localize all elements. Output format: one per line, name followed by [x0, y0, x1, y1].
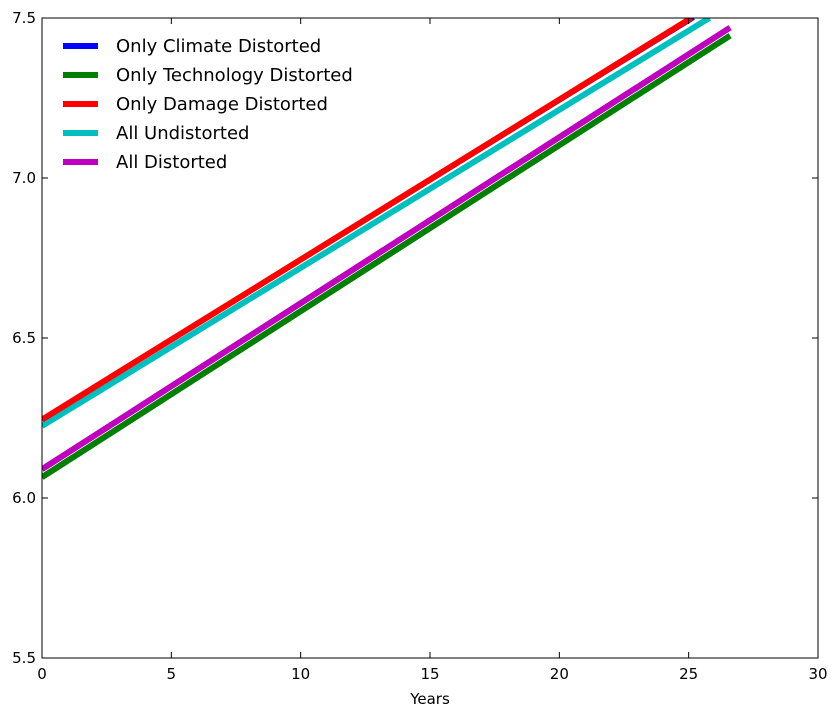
- legend-label-1: Only Technology Distorted: [116, 65, 353, 86]
- legend-label-0: Only Climate Distorted: [116, 36, 321, 57]
- y-tick-label-0: 5.5: [12, 649, 36, 667]
- y-tick-label-2: 6.5: [12, 329, 36, 347]
- y-tick-label-1: 6.0: [12, 489, 36, 507]
- series-layer: [42, 18, 732, 480]
- legend-label-3: All Undistorted: [116, 123, 249, 144]
- legend-label-2: Only Damage Distorted: [116, 94, 328, 115]
- x-tick-label-0: 0: [37, 665, 47, 683]
- series-line-3: [42, 18, 711, 429]
- x-axis-title: Years: [409, 690, 450, 708]
- x-tick-label-4: 20: [550, 665, 569, 683]
- x-tick-label-3: 15: [420, 665, 439, 683]
- legend-label-4: All Distorted: [116, 152, 227, 173]
- y-tick-label-4: 7.5: [12, 9, 36, 27]
- x-tick-label-5: 25: [679, 665, 698, 683]
- series-line-2: [42, 18, 693, 423]
- x-tick-label-6: 30: [808, 665, 827, 683]
- series-line-1: [42, 33, 732, 480]
- legend: Only Climate Distorted Only Technology Di…: [63, 36, 353, 173]
- tick-layer: 0 5 10 15 20 25 30 5.5 6.0 6.5 7.0 7.5: [12, 9, 827, 683]
- y-tick-label-3: 7.0: [12, 169, 36, 187]
- x-tick-label-2: 10: [291, 665, 310, 683]
- series-line-4: [42, 25, 732, 472]
- x-tick-label-1: 5: [167, 665, 177, 683]
